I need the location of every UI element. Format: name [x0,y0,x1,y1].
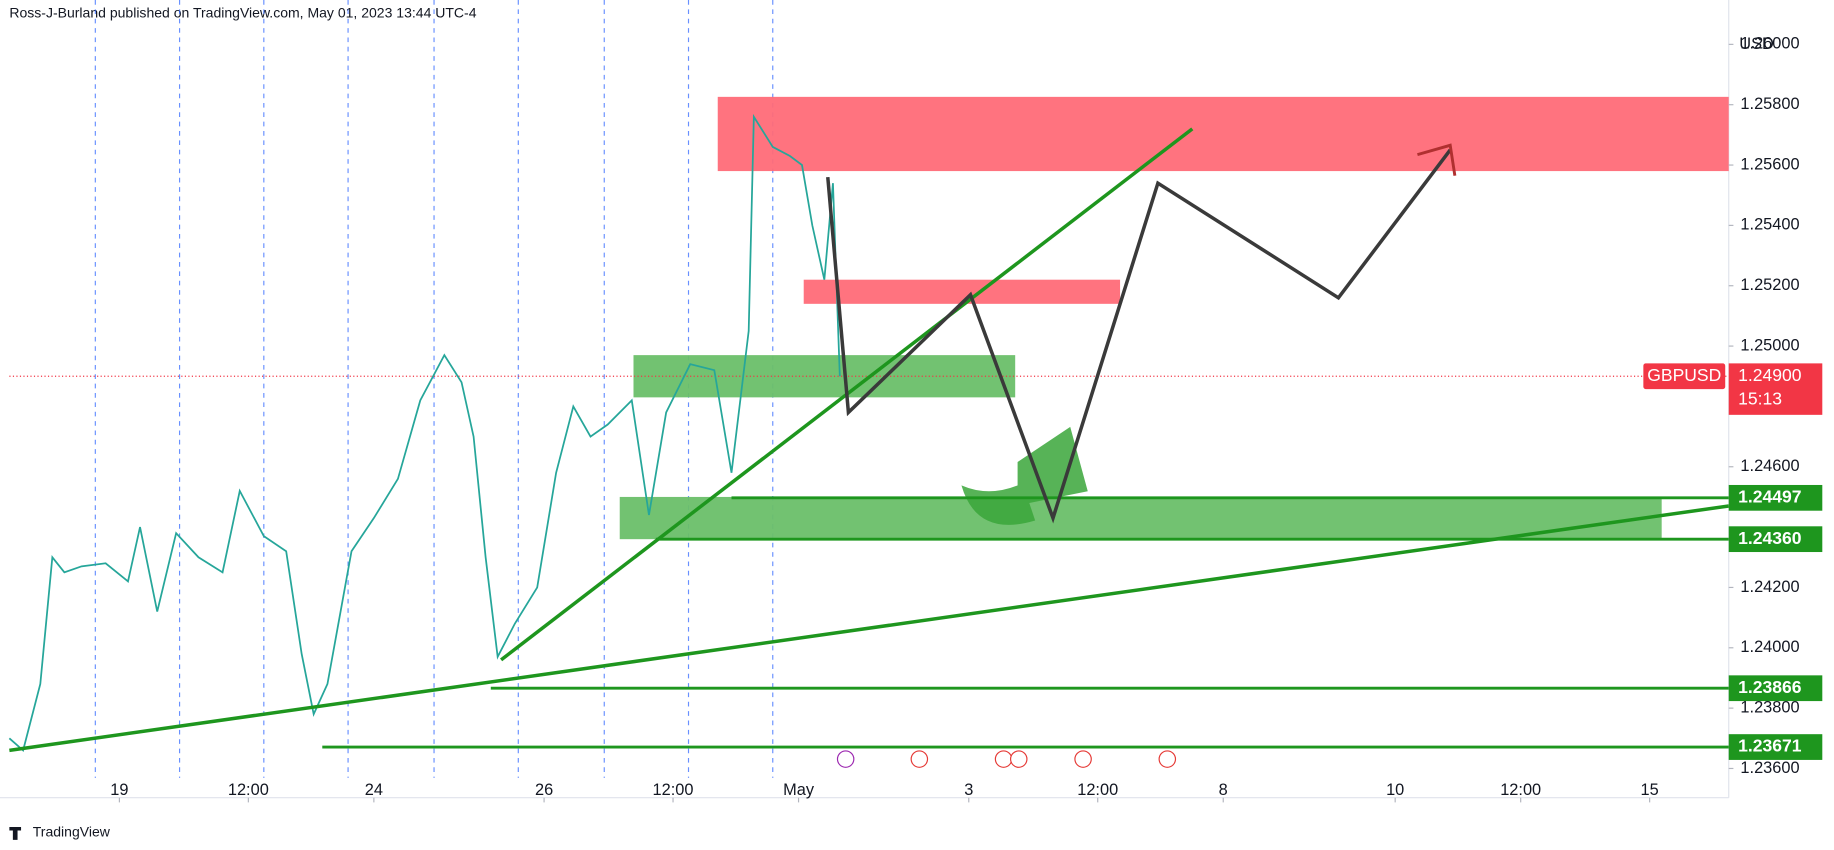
y-tick-label: 1.24000 [1740,638,1799,656]
zone [717,96,1729,172]
x-tick-label: 3 [964,781,973,799]
last-price-box [1728,363,1823,415]
logo [9,826,22,840]
event-icon [910,750,929,768]
last-price-label: 1.24900 [1738,365,1802,385]
x-tick-label: 12:00 [653,781,694,799]
level-label: 1.24497 [1738,486,1801,506]
zone [803,279,1121,304]
trendline [9,504,1729,753]
event-icon [1158,750,1177,768]
level-label-box [1728,675,1823,702]
projection-path [826,148,1452,524]
event-icons [836,750,1177,768]
x-tick-label: 15 [1641,781,1659,799]
zone [619,496,1662,540]
level-label-box [1728,526,1823,553]
event-icon [1074,750,1092,768]
currency: USD [1739,35,1774,53]
event-icon [836,750,855,768]
y-tick-label: 1.25200 [1740,276,1799,294]
x-tick-label: 12:00 [1077,781,1118,799]
x-tick-label: 12:00 [228,781,269,799]
header: Ross-J-Burland published on TradingView.… [9,5,476,21]
x-tick-label: 8 [1219,781,1228,799]
symbol-box [1643,363,1726,390]
y-tick-label: 1.25400 [1740,216,1799,234]
y-tick-label: 1.25000 [1740,336,1799,354]
curved-arrow [961,426,1088,525]
y-tick-label: 1.24600 [1740,457,1799,475]
projection-arrowhead [1417,143,1457,176]
y-tick-label: 1.25600 [1740,155,1799,173]
symbol-label: GBPUSD [1647,365,1721,385]
y-tick-label: 1.23800 [1740,698,1799,716]
x-tick-label: 12:00 [1500,781,1541,799]
plot [8,0,1729,778]
event-icon [1009,750,1028,768]
level-label-box [1728,484,1823,511]
level-label-box [1728,734,1823,760]
y-tick-label: 1.24200 [1740,578,1799,596]
level-label: 1.23866 [1738,677,1802,697]
x-tick-label: 24 [365,781,383,799]
y-tick-label: 1.26000 [1740,35,1799,53]
countdown: 15:13 [1738,388,1782,408]
y-tick-label: 1.25800 [1740,95,1799,113]
x-tick-label: 10 [1386,781,1404,799]
level-label: 1.24360 [1738,528,1802,548]
y-tick-label: 1.23600 [1740,759,1799,777]
x-tick-label: May [783,781,815,799]
event-icon [994,750,1013,768]
footer-brand: TradingView [33,823,111,839]
price-line [8,113,841,752]
x-tick-label: 19 [110,781,128,799]
level-label: 1.23671 [1738,736,1802,756]
x-tick-label: 26 [535,781,553,799]
